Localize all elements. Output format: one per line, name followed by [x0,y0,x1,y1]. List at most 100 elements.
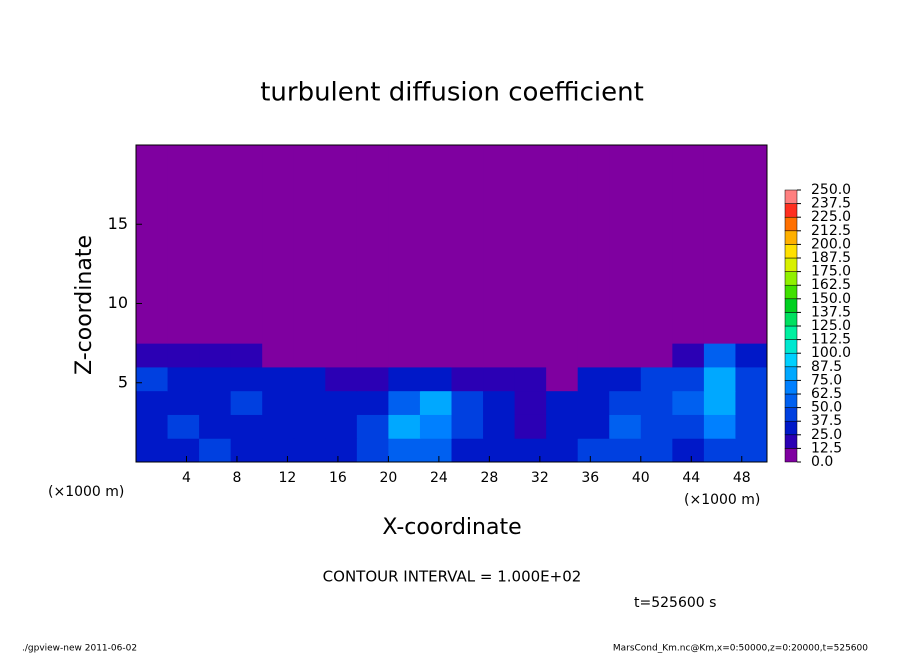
heat-cell [451,438,484,463]
x-unit-label: (×1000 m) [684,492,760,508]
x-tick-label: 4 [182,470,191,486]
colorbar-segment [784,189,798,204]
colorbar-label: 37.5 [811,413,842,429]
heat-cell [230,145,263,320]
x-unit-label: (×1000 m) [48,484,124,500]
heat-cell [609,390,642,415]
heat-cell [703,414,736,439]
heat-cell [609,414,642,439]
colorbar-label: 25.0 [811,427,842,443]
heat-cell [136,414,169,439]
x-tick-label: 36 [581,470,599,486]
heat-cell [419,319,452,344]
colorbar-segment [784,216,798,232]
heat-cell [735,390,768,415]
heat-cell [325,390,358,415]
heat-cell [388,343,421,368]
colorbar-segment [784,380,798,395]
heat-cell [514,414,547,439]
chart-title: turbulent diffusion coefficient [260,78,644,108]
colorbar-label: 200.0 [811,236,851,252]
heat-cell [388,438,421,463]
heat-cell [356,366,389,392]
heat-cell [672,414,705,439]
colorbar-segment [784,325,798,340]
heat-cell [325,438,358,463]
colorbar-segment [784,434,798,449]
heat-cell [577,414,610,439]
heat-cell [483,343,516,368]
heat-cell [293,366,326,392]
heat-cell [230,319,263,344]
heat-cell [388,414,421,439]
heat-cell [230,366,263,392]
x-tick-label: 28 [480,470,498,486]
heat-cell [262,438,295,463]
heat-cell [735,366,768,392]
heat-cell [262,366,295,392]
heat-cell [640,366,673,392]
heat-cell [167,366,200,392]
heat-cell [199,390,232,415]
heat-cell [325,145,358,320]
heat-cell [356,343,389,368]
colorbar-label: 175.0 [811,264,851,280]
heat-cell [293,319,326,344]
heat-cell [451,414,484,439]
colorbar-segment [784,407,798,422]
heat-cell [136,343,169,368]
heat-cell [419,438,452,463]
colorbar-label: 87.5 [811,359,842,375]
x-tick-label: 12 [279,470,297,486]
heat-cell [483,438,516,463]
colorbar-segment [784,393,798,408]
x-tick-label: 16 [329,470,347,486]
heat-cell [514,438,547,463]
colorbar-label: 237.5 [811,196,851,212]
heat-cell [546,414,579,439]
heat-cell [672,438,705,463]
heat-cell [703,390,736,415]
colorbar-label: 250.0 [811,182,851,198]
x-tick-label: 24 [430,470,448,486]
colorbar-segment [784,244,798,259]
heat-cell [483,366,516,392]
heat-cell [703,145,736,320]
heat-cell [546,145,579,320]
heat-cell [388,390,421,415]
heat-cell [325,343,358,368]
heat-cell [136,438,169,463]
heat-cell [546,319,579,344]
y-tick-label: 5 [118,372,128,391]
colorbar-label: 0.0 [811,454,833,470]
heat-cell [136,366,169,392]
heat-cell [703,438,736,463]
colorbar-segment [784,420,798,436]
heat-cell [546,366,579,392]
colorbar-label: 225.0 [811,209,851,225]
heat-cell [293,438,326,463]
heat-cell [136,390,169,415]
heat-cell [577,366,610,392]
heat-cell [230,390,263,415]
colorbar-segment [784,203,798,218]
heat-cell [672,145,705,320]
heat-cell [451,145,484,320]
heat-cell [167,438,200,463]
heat-cell [672,319,705,344]
heat-cell [451,390,484,415]
colorbar-label: 162.5 [811,277,851,293]
heat-cell [640,390,673,415]
heat-cell [703,343,736,368]
heat-cell [640,343,673,368]
heat-cell [419,343,452,368]
x-tick-label: 40 [632,470,650,486]
heat-cell [167,145,200,320]
colorbar-label: 100.0 [811,345,851,361]
heat-cell [735,414,768,439]
footer-right: MarsCond_Km.nc@Km,x=0:50000,z=0:20000,t=… [613,644,868,654]
heat-cell [640,438,673,463]
heat-cell [609,319,642,344]
colorbar-label: 212.5 [811,223,851,239]
heat-cell [546,438,579,463]
